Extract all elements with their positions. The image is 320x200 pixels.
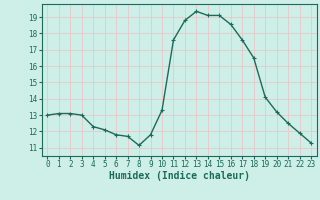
X-axis label: Humidex (Indice chaleur): Humidex (Indice chaleur) (109, 171, 250, 181)
